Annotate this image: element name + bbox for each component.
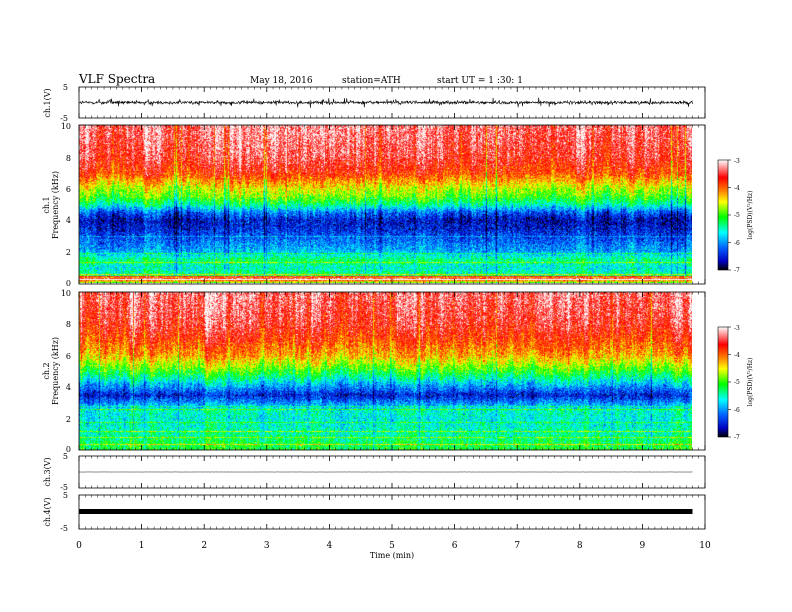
ch1-spectrogram-panel: 10 8 6 4 2 0 ch.1 Frequency (kHz) xyxy=(42,122,706,288)
station-label: station=ATH xyxy=(342,76,401,86)
xtick-label: 9 xyxy=(640,541,646,551)
ch2-spec-ytick: 8 xyxy=(66,320,71,329)
ch4-waveform-trace xyxy=(79,509,693,514)
ch1-spectrogram-image xyxy=(79,125,692,283)
ch2-spec-ytick: 6 xyxy=(66,352,71,361)
ch4-ylabel: ch.4(V) xyxy=(43,497,52,526)
ch1-yticks: 10 8 6 4 2 0 xyxy=(61,122,71,288)
ch2-spec-ytick: 0 xyxy=(66,445,71,454)
ch3-ylabel: ch.3(V) xyxy=(43,457,52,486)
xtick-label: 6 xyxy=(452,541,458,551)
ch1-spec-ylabel-frequency: Frequency (kHz) xyxy=(51,171,60,239)
ch1-ylabel: ch.1(V) xyxy=(43,88,52,117)
x-axis: 0 1 2 3 4 5 6 7 8 9 10 Time (min) xyxy=(76,541,711,560)
ch4-waveform-line xyxy=(79,509,693,514)
ch2-colorbar: -3 -4 -5 -6 -7 log(PSD)(V²/Hz) xyxy=(717,325,754,441)
xtick-label: 0 xyxy=(76,541,82,551)
xtick-label: 1 xyxy=(139,541,145,551)
ch2-spec-ytick: 4 xyxy=(66,383,71,392)
cb2-tick: -6 xyxy=(734,407,740,414)
ch1-spec-ytick: 0 xyxy=(66,279,71,288)
date-label: May 18, 2016 xyxy=(250,76,313,86)
cb1-tick: -3 xyxy=(734,158,740,165)
xtick-label: 2 xyxy=(201,541,207,551)
ch2-spec-ylabel-channel: ch.2 xyxy=(42,362,51,379)
ch1-colorbar: -3 -4 -5 -6 -7 log(PSD)(V²/Hz) xyxy=(717,158,754,274)
ch2-spec-ylabel-frequency: Frequency (kHz) xyxy=(51,337,60,405)
cb2-label: log(PSD)(V²/Hz) xyxy=(747,358,754,407)
xtick-label: 8 xyxy=(577,541,583,551)
x-axis-label: Time (min) xyxy=(370,551,414,560)
ch1-ytick-bottom: -5 xyxy=(60,114,68,123)
ch1-ytick-top: 5 xyxy=(63,83,68,92)
cb2-tick: -5 xyxy=(734,379,740,386)
ch1-wave-line xyxy=(78,97,693,108)
ch2-spectrogram-panel: 10 8 6 4 2 0 ch.2 Frequency (kHz) xyxy=(42,289,706,454)
ch4-waveform-panel: 5 -5 ch.4(V) xyxy=(43,491,706,533)
xtick-label: 5 xyxy=(389,541,395,551)
cb2-tick: -4 xyxy=(734,352,740,359)
cb1-tick: -5 xyxy=(734,212,740,219)
ch1-spec-ylabel-channel: ch.1 xyxy=(42,196,51,213)
ch4-ytick-top: 5 xyxy=(63,491,68,500)
ch1-waveform-trace xyxy=(78,97,693,108)
ch3-ytick-bottom: -5 xyxy=(60,483,68,492)
cb2-tick: -3 xyxy=(734,325,740,332)
xtick-label: 10 xyxy=(699,541,711,551)
ch4-ytick-bottom: -5 xyxy=(60,524,68,533)
ch3-waveform-panel: 5 -5 ch.3(V) xyxy=(43,452,706,492)
ch2-yticks: 10 8 6 4 2 0 xyxy=(61,289,71,454)
ch1-spec-ytick: 6 xyxy=(66,185,71,194)
cb2-tick: -7 xyxy=(734,434,740,441)
start-ut-label: start UT = 1 :30: 1 xyxy=(437,76,523,86)
cb1-tick: -6 xyxy=(734,240,740,247)
ch1-spec-ytick: 8 xyxy=(66,154,71,163)
ch1-spec-ytick: 4 xyxy=(66,216,71,225)
ch2-spec-ytick: 2 xyxy=(66,415,71,424)
ch2-spec-ytick: 10 xyxy=(61,289,71,298)
xtick-label: 4 xyxy=(327,541,333,551)
xtick-label: 3 xyxy=(264,541,270,551)
ch1-spec-ytick: 2 xyxy=(66,248,71,257)
figure-title: VLF Spectra xyxy=(78,72,155,86)
ch2-spectrogram-image xyxy=(79,292,692,450)
ch1-waveform-panel: 5 -5 ch.1(V) xyxy=(43,83,706,123)
cb1-tick: -7 xyxy=(734,267,740,274)
cb1-tick: -4 xyxy=(734,185,740,192)
time-tick-marks xyxy=(78,87,706,529)
ch1-spec-ytick: 10 xyxy=(61,122,71,131)
cb1-label: log(PSD)(V²/Hz) xyxy=(747,191,754,240)
xtick-label: 7 xyxy=(514,541,520,551)
ch3-ytick-top: 5 xyxy=(63,452,68,461)
